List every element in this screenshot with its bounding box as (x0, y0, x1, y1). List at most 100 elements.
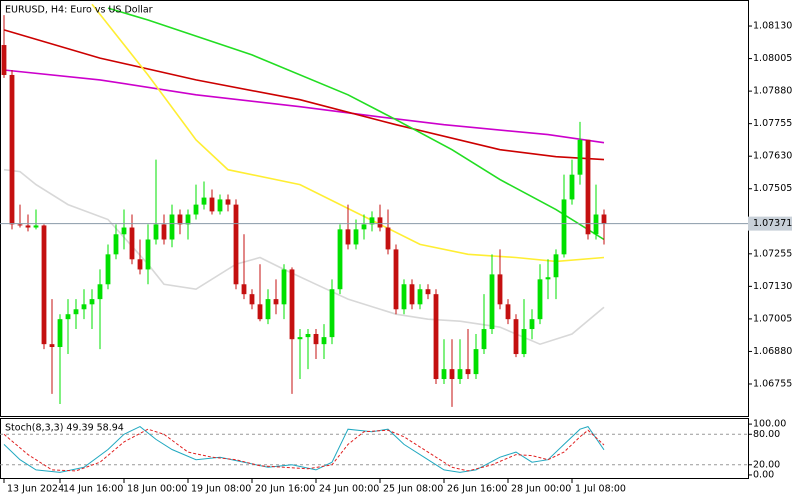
candle-body (593, 214, 599, 235)
stoch-pane-border (0, 418, 749, 479)
stoch-pane (0, 426, 748, 473)
candle-body (329, 289, 335, 338)
y-tick-label: 1.07005 (753, 313, 792, 324)
y-tick-label: 1.07755 (753, 118, 792, 129)
candle-body (217, 199, 223, 212)
candle-body (489, 274, 495, 330)
candle-body (361, 224, 367, 230)
candle-body (353, 229, 359, 245)
candle-body (161, 224, 167, 240)
main-pane-border (0, 0, 749, 417)
candle-body (433, 294, 439, 380)
candle-body (577, 139, 583, 175)
candle-body (145, 239, 151, 270)
y-tick-label: 1.07255 (753, 248, 792, 259)
candle-body (297, 337, 303, 340)
candle-body (185, 214, 191, 225)
candle-body (201, 197, 207, 205)
y-tick-label: 1.07880 (753, 86, 792, 97)
candle-body (257, 304, 263, 320)
y-tick-label: 1.08005 (753, 53, 792, 64)
candle-body (265, 299, 271, 320)
candle-body (369, 217, 375, 225)
stoch-title: Stoch(8,3,3) 49.39 58.94 (5, 423, 124, 434)
y-tick-label: 1.07130 (753, 281, 792, 292)
x-tick-label: 25 Jun 08:00 (383, 484, 443, 495)
candle-body (529, 319, 535, 330)
moving-average (3, 29, 605, 161)
candle-body (601, 214, 607, 224)
candle-body (569, 174, 575, 200)
x-tick-label: 14 Jun 16:00 (63, 484, 123, 495)
candle-body (241, 284, 247, 295)
last-price-label: 1.07371 (753, 218, 792, 229)
candle-body (225, 199, 231, 205)
candle-body (49, 344, 55, 348)
y-tick-label: 100.00 (753, 419, 786, 430)
candle-body (561, 199, 567, 255)
candle-body (505, 304, 511, 320)
candle-body (465, 369, 471, 375)
moving-average (107, 7, 605, 241)
candle-body (449, 369, 455, 380)
candle-body (457, 369, 463, 380)
candle-body (57, 319, 63, 348)
x-tick-label: 13 Jun 2024 (7, 484, 64, 495)
candle-body (153, 224, 159, 240)
candle-body (113, 234, 119, 255)
candle-body (41, 225, 47, 345)
candle-body (521, 329, 527, 355)
candle-body (81, 304, 87, 310)
candle-body (537, 279, 543, 320)
candle-body (417, 289, 423, 305)
moving-average (3, 69, 605, 144)
main-pane (0, 3, 748, 407)
x-tick-label: 1 Jul 08:00 (575, 484, 626, 495)
x-tick-label: 26 Jun 16:00 (447, 484, 507, 495)
x-tick-label: 28 Jun 00:00 (511, 484, 571, 495)
candle-body (289, 269, 295, 340)
candle-body (545, 277, 551, 280)
candle-body (129, 227, 135, 260)
candle-body (497, 274, 503, 305)
candle-body (321, 337, 327, 345)
stoch-line (3, 426, 605, 473)
candle-body (393, 249, 399, 310)
candle-body (273, 299, 279, 305)
candle-body (1, 45, 7, 75)
candle-body (305, 333, 311, 338)
candle-body (585, 139, 591, 235)
y-tick-label: 1.07505 (753, 183, 792, 194)
candle-body (385, 227, 391, 250)
candle-body (425, 289, 431, 295)
candle-body (345, 229, 351, 245)
candle-body (121, 227, 127, 235)
candle-body (177, 214, 183, 225)
candle-body (473, 349, 479, 375)
candle-body (25, 225, 31, 228)
y-tick-label: 1.07630 (753, 151, 792, 162)
candle-body (281, 269, 287, 305)
candle-body (401, 284, 407, 310)
candle-body (97, 284, 103, 300)
x-tick-label: 24 Jun 00:00 (319, 484, 379, 495)
candle-body (377, 217, 383, 228)
candle-body (137, 259, 143, 270)
chart-title: EURUSD, H4: Euro vs US Dollar (5, 5, 153, 16)
candle-body (73, 309, 79, 315)
candle-body (409, 284, 415, 305)
y-tick-label: 1.06880 (753, 346, 792, 357)
stoch-line (3, 428, 605, 472)
candle-body (17, 224, 23, 226)
candle-body (441, 369, 447, 380)
y-tick-label: 1.08130 (753, 21, 792, 32)
x-tick-label: 18 Jun 00:00 (127, 484, 187, 495)
candle-body (169, 214, 175, 240)
candle-body (105, 254, 111, 285)
candle-body (337, 229, 343, 290)
x-tick-label: 19 Jun 08:00 (191, 484, 251, 495)
candle-body (513, 319, 519, 355)
candle-body (33, 225, 39, 228)
